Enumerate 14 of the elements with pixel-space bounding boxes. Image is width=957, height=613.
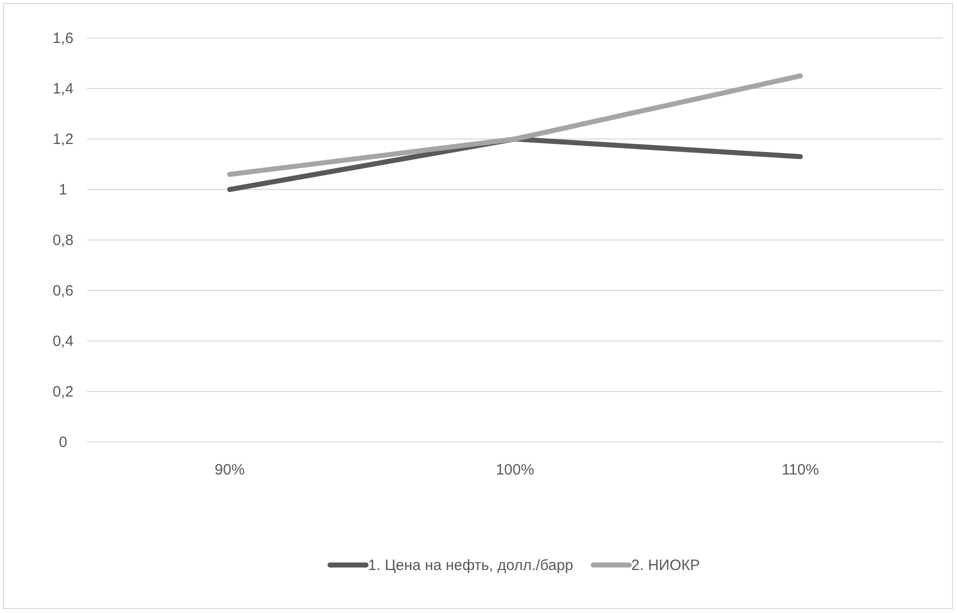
y-tick-label: 0,4 (52, 332, 74, 350)
y-tick-label: 0,8 (52, 232, 74, 249)
y-tick-label: 1,2 (52, 130, 74, 148)
y-tick-label: 1,6 (52, 30, 74, 47)
y-tick-label: 0,6 (52, 282, 74, 300)
y-tick-label: 1 (58, 181, 68, 198)
legend-label: 2. НИОКР (631, 557, 700, 574)
y-tick-label: 1,4 (52, 80, 74, 98)
y-tick-label: 0,2 (52, 383, 74, 400)
x-tick-label: 90% (214, 462, 245, 479)
x-tick-label: 100% (496, 462, 534, 479)
legend-label: 1. Цена на нефть, долл./барр (368, 557, 574, 574)
y-tick-label: 0 (58, 434, 68, 451)
x-tick-label: 110% (782, 462, 819, 479)
